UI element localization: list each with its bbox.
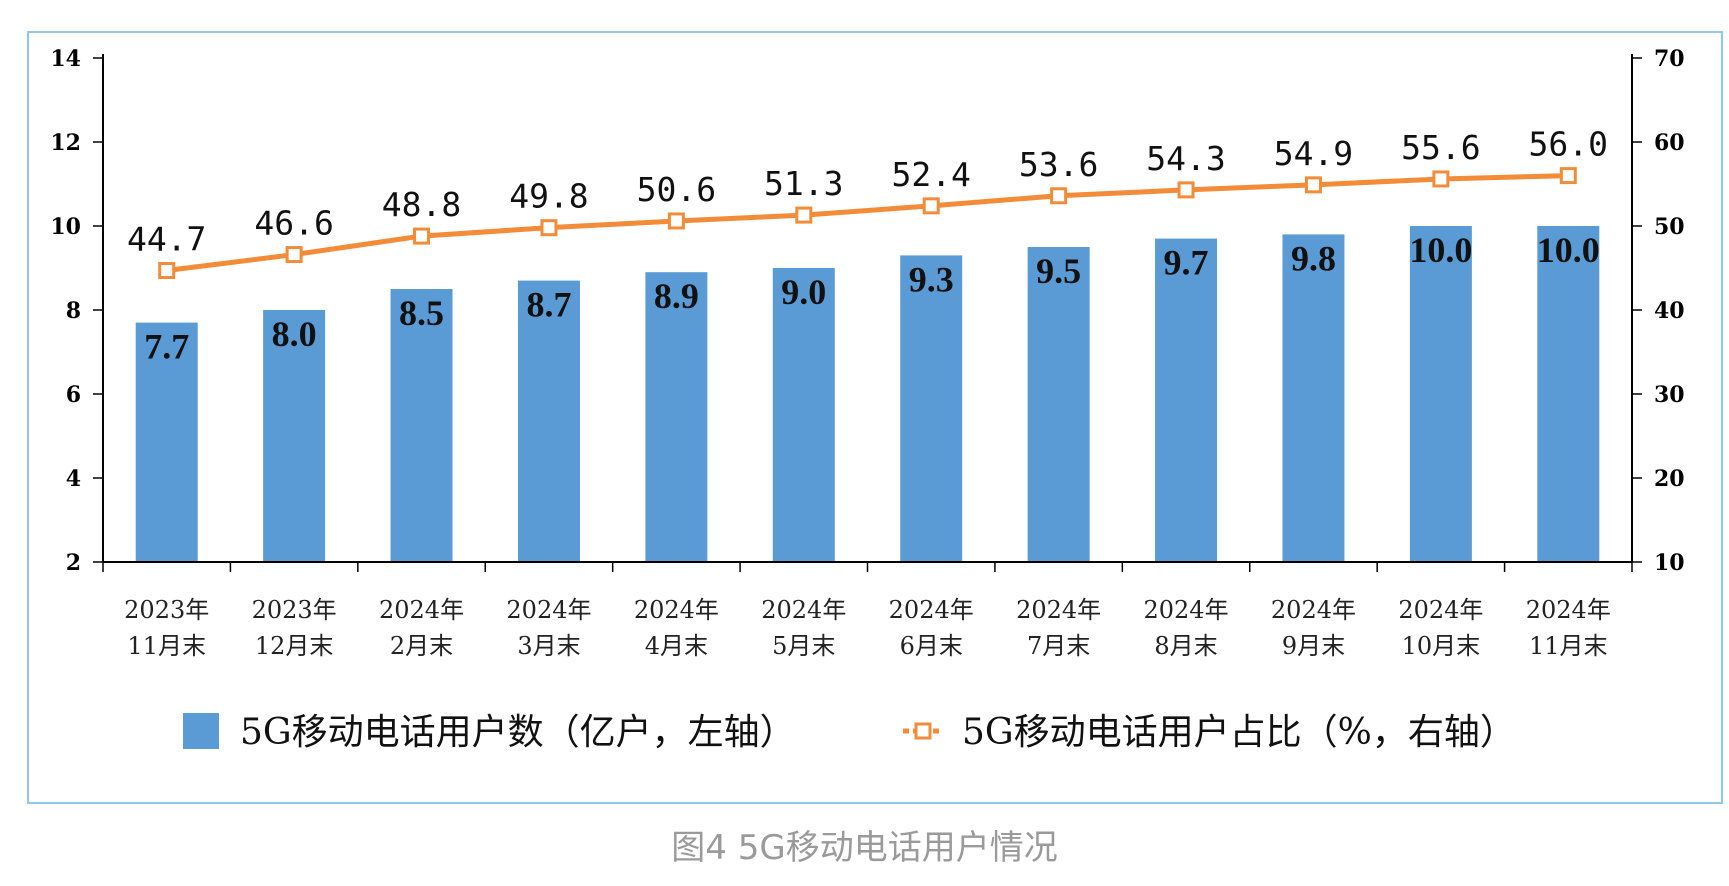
line-point	[795, 206, 813, 224]
y-right-tick-label: 50	[1654, 214, 1685, 240]
x-tick-label: 2024年	[1016, 596, 1101, 624]
bar-value-label: 10.0	[1537, 230, 1600, 270]
line-value-label: 56.0	[1529, 125, 1608, 164]
bar	[900, 255, 963, 562]
bar	[1282, 234, 1345, 562]
bar	[645, 272, 708, 562]
line-point	[922, 197, 940, 215]
x-tick-label: 2023年	[252, 596, 337, 624]
x-tick-label: 2024年	[506, 596, 591, 624]
line-series	[166, 173, 1569, 274]
bar-value-label: 9.0	[781, 272, 826, 312]
bar-value-label: 9.7	[1164, 243, 1209, 283]
x-tick-label: 8月末	[1154, 632, 1217, 660]
bar-value-label: 10.0	[1409, 230, 1472, 270]
legend-bar-swatch	[183, 713, 219, 749]
bar	[390, 289, 453, 562]
x-tick-label: 2024年	[889, 596, 974, 624]
x-tick-label: 2月末	[390, 632, 453, 660]
x-tick-label: 10月末	[1402, 632, 1481, 660]
bar	[772, 268, 835, 562]
legend-bar-label: 5G移动电话用户数（亿户，左轴）	[240, 712, 796, 753]
line-point	[1432, 170, 1450, 188]
bar-value-label: 7.7	[144, 327, 189, 367]
bar-value-label: 9.8	[1291, 238, 1336, 278]
x-tick-label: 2024年	[1271, 596, 1356, 624]
x-tick-label: 3月末	[517, 632, 580, 660]
line-value-label: 51.3	[764, 164, 843, 203]
chart-frame	[27, 31, 1723, 804]
line-value-label: 54.3	[1146, 139, 1225, 178]
bar	[1155, 238, 1218, 562]
line-point	[1177, 181, 1195, 199]
line-value-label: 44.7	[127, 220, 206, 259]
bar-value-label: 9.3	[909, 259, 954, 299]
y-right-tick-label: 70	[1654, 46, 1685, 72]
x-tick-label: 6月末	[900, 632, 963, 660]
y-left-tick-label: 6	[66, 382, 81, 408]
x-tick-label: 2024年	[379, 596, 464, 624]
bar	[1027, 247, 1090, 562]
x-tick-label: 2024年	[634, 596, 719, 624]
x-tick-label: 2024年	[1398, 596, 1483, 624]
figure-caption: 图4 5G移动电话用户情况	[671, 828, 1058, 868]
bar-value-label: 8.9	[654, 276, 699, 316]
y-right-tick-label: 20	[1654, 466, 1685, 492]
x-tick-label: 2024年	[1526, 596, 1611, 624]
y-left-tick-label: 2	[66, 550, 81, 576]
bar-value-label: 8.5	[399, 293, 444, 333]
bar	[1409, 226, 1472, 562]
x-tick-label: 9月末	[1282, 632, 1345, 660]
line-point	[540, 219, 558, 237]
bar-value-label: 9.5	[1036, 251, 1081, 291]
y-right-tick-label: 30	[1654, 382, 1685, 408]
line-value-label: 46.6	[254, 204, 333, 243]
x-tick-label: 12月末	[255, 632, 334, 660]
line-point	[413, 227, 431, 245]
line-value-label: 48.8	[382, 185, 461, 224]
line-point	[667, 212, 685, 230]
line-value-label: 49.8	[509, 177, 588, 216]
x-tick-label: 11月末	[1529, 632, 1608, 660]
line-value-label: 54.9	[1274, 134, 1353, 173]
bar-value-label: 8.7	[526, 285, 571, 325]
legend-line-marker	[914, 722, 932, 740]
bar	[263, 310, 326, 562]
y-left-tick-label: 14	[50, 46, 81, 72]
y-right-tick-label: 60	[1654, 130, 1685, 156]
line-point	[1559, 167, 1577, 185]
x-tick-label: 5月末	[772, 632, 835, 660]
line-value-label: 53.6	[1019, 145, 1098, 184]
x-tick-label: 4月末	[645, 632, 708, 660]
y-right-tick-label: 10	[1654, 550, 1685, 576]
y-left-tick-label: 12	[50, 130, 81, 156]
line-point	[158, 262, 176, 280]
x-tick-label: 7月末	[1027, 632, 1090, 660]
x-tick-label: 2024年	[1144, 596, 1229, 624]
y-left-tick-label: 10	[50, 214, 81, 240]
y-right-tick-label: 40	[1654, 298, 1685, 324]
line-point	[1304, 176, 1322, 194]
line-value-label: 55.6	[1401, 128, 1480, 167]
x-tick-label: 2023年	[124, 596, 209, 624]
legend-line-label: 5G移动电话用户占比（%，右轴）	[962, 712, 1516, 753]
bar-value-label: 8.0	[272, 314, 317, 354]
line-value-label: 52.4	[891, 155, 970, 194]
line-point	[285, 246, 303, 264]
y-left-tick-label: 4	[66, 466, 81, 492]
bar	[1537, 226, 1600, 562]
y-left-tick-label: 8	[66, 298, 81, 324]
bar	[135, 322, 198, 562]
line-value-label: 50.6	[637, 170, 716, 209]
line-point	[1050, 187, 1068, 205]
x-tick-label: 11月末	[127, 632, 206, 660]
x-tick-label: 2024年	[761, 596, 846, 624]
bar	[517, 280, 580, 562]
